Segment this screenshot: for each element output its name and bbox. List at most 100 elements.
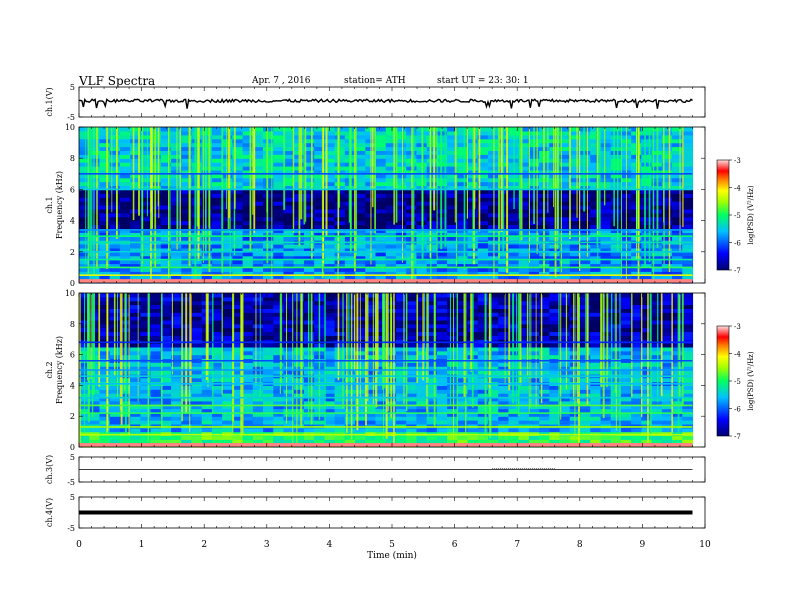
spectrogram-cell [518,166,530,171]
spectrogram-cell [590,350,602,356]
spectrogram-cell [109,244,121,249]
spectrogram-cell [99,236,111,241]
spectrogram-cell [395,293,407,298]
spectrogram-cell [436,416,448,421]
spectrogram-cell [263,420,274,425]
spectrogram-cell [518,181,530,187]
spectrogram-cell [487,335,499,340]
spectrogram-cell [375,404,387,410]
spectrogram-cell [211,146,223,151]
spectrogram-cell [171,263,182,268]
spectrogram-cell [682,138,694,144]
spectrogram-cell [385,244,397,249]
spectrogram-cell [160,404,172,410]
spectrogram-cell [324,316,336,321]
spectrogram-cell [130,416,141,421]
spectrogram-cell [293,259,305,265]
spectrogram-cell [426,316,438,321]
spectrogram-cell [130,181,141,187]
spectrogram-cell [600,435,612,440]
spectrogram-cell [191,385,203,390]
spectrogram-cell [641,389,653,394]
spectrogram-cell [661,232,673,237]
spectrogram-cell [314,154,325,159]
spectrogram-cell [498,323,510,329]
spectrogram-cell [171,220,182,226]
spectrogram-cell [222,185,233,190]
spectrogram-cell [641,362,653,367]
spectrogram-cell [487,439,499,444]
spectrogram-cell [365,420,377,425]
spectrogram-cell [252,389,264,394]
spectrogram-cell [487,343,499,348]
spectrogram-cell [232,420,244,425]
spectrogram-cell [140,162,152,167]
spectrogram-cell [283,296,295,302]
spectrogram-cell [344,396,356,402]
spectrogram-cell [79,224,90,229]
spectrogram-cell [375,232,387,237]
spectrogram-cell [242,275,254,280]
spectrogram-cell [682,177,694,183]
spectrogram-cell [252,142,264,148]
spectrogram-cell [181,259,193,265]
spectrogram-cell [539,393,550,398]
spectrogram-cell [620,308,632,313]
spectrogram-cell [303,232,315,237]
spectrogram-cell [140,134,152,140]
spectrogram-cell [222,304,233,309]
spectrogram-cell [324,300,336,306]
spectrogram-cell [201,205,213,210]
spectrogram-cell [631,296,642,302]
spectrogram-cell [436,127,448,132]
spectrogram-cell [252,166,264,171]
spectrogram-cell [631,366,642,371]
spectrogram-cell [303,162,315,167]
spectrogram-cell [150,312,162,317]
spectrogram-cell [682,331,694,336]
spectrogram-cell [375,323,387,329]
spectrogram-cell [406,389,418,394]
spectrogram-cell [457,327,469,333]
spectrogram-cell [365,331,377,336]
spectrogram-cell [661,189,673,194]
spectrogram-cell [661,216,673,222]
spectrogram-cell [436,366,448,371]
spectrogram-cell [436,308,448,313]
spectrogram-cell [222,404,233,410]
spectrogram-cell [672,173,683,179]
spectrogram-cell [600,247,612,253]
spectrogram-cell [140,412,152,417]
spectrogram-cell [344,389,356,394]
spectrogram-cell [518,162,530,167]
spectrogram-cell [559,312,571,317]
spectrogram-cell [569,263,581,268]
spectrogram-cell [273,423,285,429]
spectrogram-cell [559,271,571,276]
spectrogram-cell [487,296,499,302]
spectrogram-cell [222,169,233,175]
spectrogram-cell [252,150,264,155]
spectrogram-cell [201,220,213,226]
spectrogram-cell [375,181,387,187]
spectrogram-cell [119,127,131,132]
spectrogram-cell [651,400,663,406]
spectrogram-cell [273,431,285,437]
spectrogram-cell [385,142,397,148]
spectrogram-cell [395,304,407,309]
spectrogram-cell [109,275,121,280]
spectrogram-cell [365,396,377,402]
spectrogram-cell [211,197,223,202]
spectrogram-cell [498,267,510,272]
spectrogram-cell [273,255,285,261]
spectrogram-cell [447,408,458,413]
spectrogram-cell [436,173,448,179]
spectrogram-cell [171,127,182,132]
spectrogram-cell [334,420,346,425]
spectrogram-cell [283,134,295,140]
spectrogram-cell [232,158,244,163]
spectrogram-cell [590,259,602,265]
spectrogram-cell [314,177,325,183]
spectrogram-cell [375,319,387,325]
spectrogram-cell [119,185,131,190]
